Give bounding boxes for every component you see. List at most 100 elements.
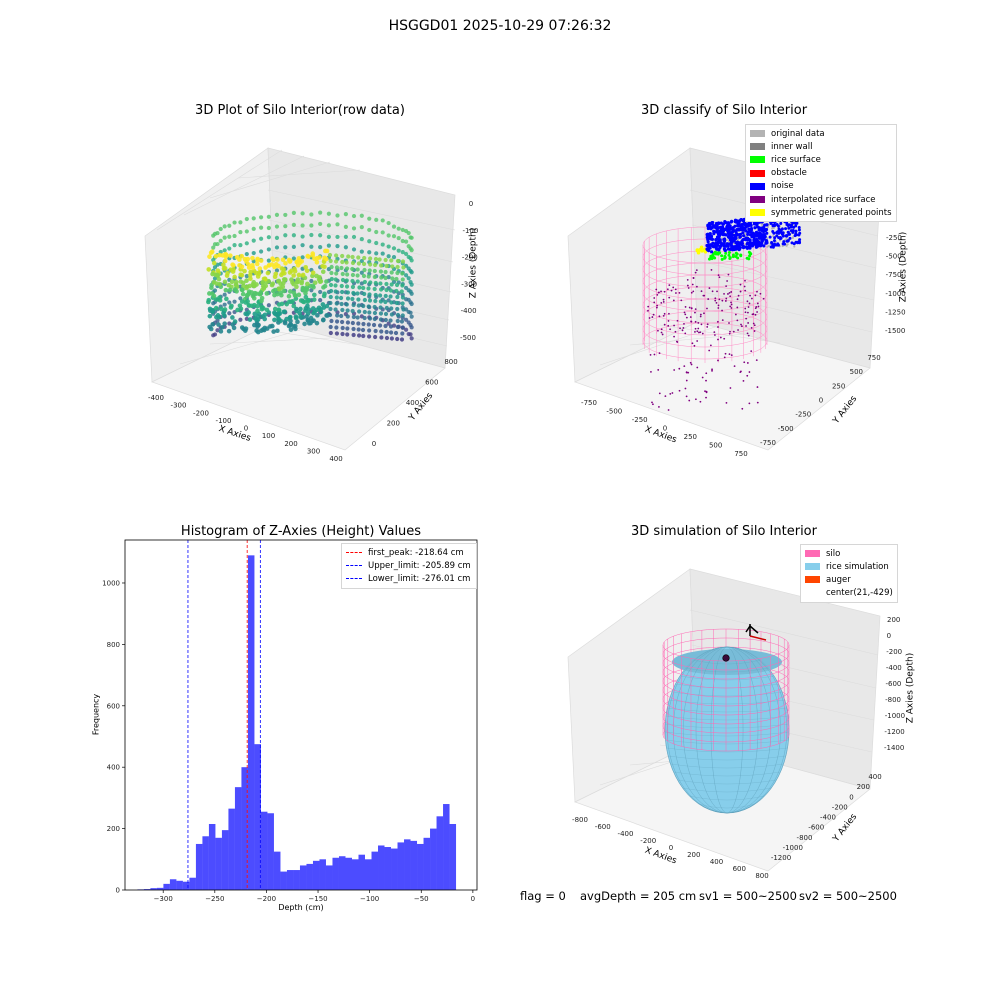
classify-original-point xyxy=(720,237,724,240)
raw-point xyxy=(300,287,306,293)
raw-point xyxy=(218,329,224,334)
classify-rice-point xyxy=(713,250,717,254)
classify-noise-point xyxy=(731,248,735,252)
classify-interp-point xyxy=(746,300,749,303)
raw-point xyxy=(237,263,242,268)
raw-point xyxy=(359,281,364,286)
raw-point xyxy=(213,253,219,259)
classify-interp-point xyxy=(754,313,757,316)
classify-rice-point xyxy=(735,252,739,256)
raw-point xyxy=(350,260,356,266)
classify-noise-point xyxy=(753,242,757,246)
raw-point xyxy=(238,279,244,284)
raw-point xyxy=(383,293,388,299)
classify-noise-point xyxy=(741,244,746,249)
raw-point xyxy=(210,307,216,313)
raw-point xyxy=(403,317,409,322)
classify-original-point xyxy=(786,238,789,241)
legend-label: auger xyxy=(826,574,851,585)
classify-noise-point xyxy=(727,229,731,233)
classify-noise-point xyxy=(722,238,727,243)
classify-noise-point xyxy=(728,224,732,228)
raw-point xyxy=(372,268,377,274)
raw-point xyxy=(243,326,249,332)
classify-noise-point xyxy=(779,228,783,232)
classify-silo-ring xyxy=(642,286,768,324)
classify-noise-point xyxy=(746,242,750,246)
classify-interp-point xyxy=(717,326,719,328)
histogram-bar xyxy=(150,888,157,890)
raw-point xyxy=(286,257,292,263)
classify-noise-point xyxy=(707,221,712,226)
raw-point xyxy=(361,273,367,279)
classify-noise-point xyxy=(741,231,745,235)
raw-point xyxy=(384,281,389,287)
raw-point xyxy=(265,270,271,276)
raw-point xyxy=(340,259,345,265)
raw-point xyxy=(317,279,323,285)
classify-noise-point xyxy=(716,226,720,230)
raw-point xyxy=(276,311,281,317)
rice-mesh-parallel xyxy=(667,707,787,713)
raw-point xyxy=(242,268,247,274)
classify-noise-point xyxy=(740,225,744,229)
classify-noise-point xyxy=(760,228,764,233)
raw-point xyxy=(403,285,409,291)
classify-interp-point xyxy=(747,306,750,308)
classify-rice-point xyxy=(727,253,731,257)
raw-point xyxy=(389,282,394,287)
raw-point xyxy=(310,273,315,279)
classify-interp-point xyxy=(746,362,749,364)
rice-mesh-meridian xyxy=(673,646,781,814)
raw-point xyxy=(395,324,400,330)
raw-point xyxy=(394,288,399,294)
raw-point xyxy=(271,288,276,294)
classify-noise-point xyxy=(735,240,740,244)
raw-point xyxy=(292,293,298,298)
raw-point xyxy=(251,259,256,264)
raw-point xyxy=(257,266,263,271)
classify-noise-point xyxy=(727,221,731,226)
raw-point xyxy=(310,283,316,289)
legend-line-swatch xyxy=(346,552,362,554)
raw-point xyxy=(303,288,308,293)
classify-noise-point xyxy=(723,233,727,237)
raw-point xyxy=(276,307,282,313)
classify-noise-point xyxy=(747,245,751,249)
raw-point xyxy=(367,294,372,299)
simulation-plot-title: 3D simulation of Silo Interior xyxy=(631,524,817,539)
classify-noise-point xyxy=(749,242,753,246)
raw-point xyxy=(359,236,364,242)
legend-label: silo xyxy=(826,548,841,559)
classify-interp-point xyxy=(736,306,739,309)
classify-noise-point xyxy=(759,236,764,240)
classify-x-tick: -250 xyxy=(632,416,648,424)
classify-interp-point xyxy=(753,324,756,327)
classify-original-point xyxy=(733,242,736,245)
classify-noise-point xyxy=(716,241,721,245)
raw-point xyxy=(238,296,243,301)
raw-point xyxy=(295,319,300,325)
raw-point xyxy=(283,266,288,271)
raw-point xyxy=(345,326,350,331)
classify-interp-point xyxy=(751,297,753,300)
classify-original-point xyxy=(756,231,760,234)
classify-noise-point xyxy=(716,232,721,236)
classify-interp-point xyxy=(690,320,692,323)
raw-point xyxy=(294,306,299,312)
raw-point xyxy=(340,271,345,277)
classify-noise-point xyxy=(736,222,740,226)
classify-noise-point xyxy=(762,235,766,239)
classify-original-point xyxy=(751,228,754,232)
raw-point xyxy=(282,270,287,276)
classify-noise-point xyxy=(715,224,719,228)
classify-noise-point xyxy=(729,234,733,238)
raw-point xyxy=(373,298,378,304)
raw-point xyxy=(350,320,355,326)
sim-z-tick: 0 xyxy=(887,632,891,640)
raw-point xyxy=(211,293,217,299)
raw-point xyxy=(216,314,222,320)
raw-point xyxy=(287,270,293,275)
raw-point xyxy=(406,244,411,249)
raw-point xyxy=(239,299,245,304)
